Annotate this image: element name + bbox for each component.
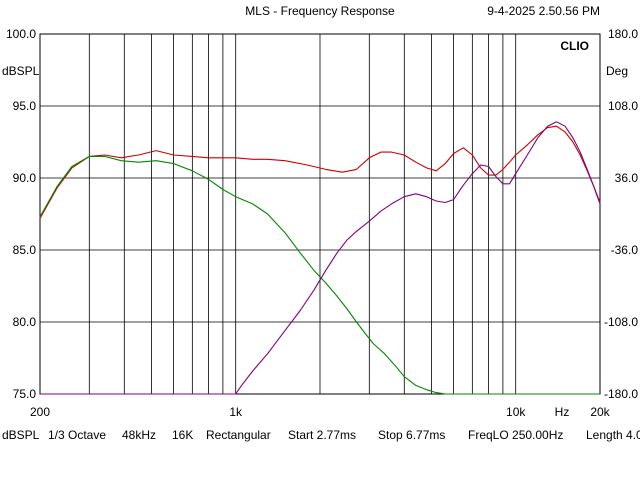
- status-length: Length 4.00ms: [586, 428, 640, 442]
- x-tick-label: 1k: [229, 405, 243, 419]
- y2-tick-label: 180.0: [608, 27, 638, 41]
- y-tick-label: 95.0: [13, 99, 37, 113]
- y2-tick-label: 36.0: [615, 171, 639, 185]
- plot-frame: [39, 33, 601, 395]
- status-size: 16K: [172, 428, 194, 442]
- chart-title: MLS - Frequency Response: [245, 4, 395, 18]
- y-tick-label: 80.0: [13, 315, 37, 329]
- y2-tick-label: -180.0: [604, 387, 638, 401]
- tick-labels: 100.0 95.0 90.0 85.0 80.0 75.0 180.0 108.0 36.0 -…: [6, 27, 638, 419]
- y-tick-label: 75.0: [13, 387, 37, 401]
- y2-tick-label: 108.0: [608, 99, 638, 113]
- y-tick-label: 85.0: [13, 243, 37, 257]
- y2-tick-label: -108.0: [604, 315, 638, 329]
- x-axis-unit: Hz: [555, 405, 570, 419]
- y2-axis-unit: Deg: [606, 64, 628, 78]
- status-smoothing: 1/3 Octave: [48, 428, 107, 442]
- status-window: Rectangular: [206, 428, 271, 442]
- status-stop: Stop 6.77ms: [378, 428, 446, 442]
- y2-tick-label: -36.0: [611, 243, 639, 257]
- status-units: dBSPL: [2, 428, 40, 442]
- y-tick-label: 100.0: [6, 27, 36, 41]
- brand-label: CLIO: [560, 39, 589, 53]
- series-line-1: [39, 125, 601, 219]
- y-tick-label: 90.0: [13, 171, 37, 185]
- status-bar: dBSPL 1/3 Octave 48kHz 16K Rectangular S…: [0, 427, 640, 443]
- timestamp: 9-4-2025 2.50.56 PM: [487, 4, 600, 18]
- status-sample-rate: 48kHz: [122, 428, 157, 442]
- x-tick-label: 20k: [590, 405, 610, 419]
- x-tick-label: 200: [30, 405, 50, 419]
- series-group: [39, 121, 601, 395]
- y-axis-unit: dBSPL: [2, 64, 40, 78]
- status-freqlo: FreqLO 250.00Hz: [468, 428, 564, 442]
- series-line-3: [40, 121, 601, 395]
- grid: [40, 33, 600, 395]
- x-tick-label: 10k: [506, 405, 526, 419]
- status-start: Start 2.77ms: [288, 428, 357, 442]
- series-line-2: [39, 155, 600, 395]
